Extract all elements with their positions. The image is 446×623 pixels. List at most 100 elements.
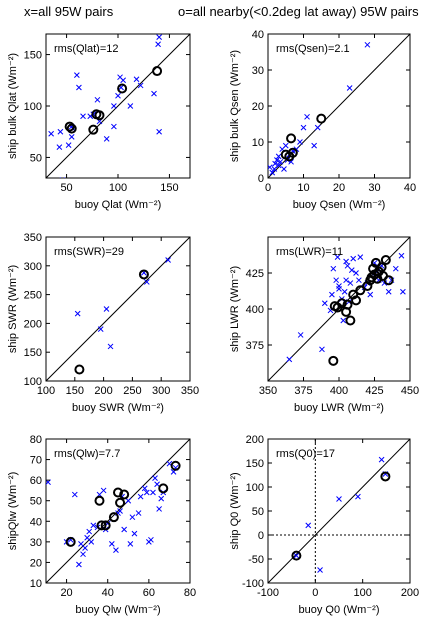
point-x-qsen-15	[293, 146, 300, 153]
point-x-qlw-7	[82, 545, 88, 551]
y-axis-label-qlat: ship bulk Qlat (Wm⁻²)	[7, 53, 19, 159]
point-o-lwr-8	[351, 295, 362, 306]
point-o-q0-1	[380, 471, 391, 482]
point-x-qlw-10	[88, 539, 95, 545]
point-x-lwr-16	[344, 262, 351, 269]
x-axis-label-qlw: buoy Qlw (Wm⁻²)	[75, 604, 160, 616]
point-o-qlw-0	[65, 536, 76, 547]
y-tick-label-q0-4: 100	[246, 482, 264, 494]
x-axis-label-qsen: buoy Qsen (Wm⁻²)	[293, 199, 386, 211]
point-x-qlat-28	[156, 128, 162, 135]
y-axis-label-qlw: shipQlw (Wm⁻²)	[7, 472, 19, 551]
x-tick-label-qsen-4: 40	[404, 182, 416, 194]
y-tick-label-qsen-2: 20	[252, 101, 264, 113]
point-o-qsen-2	[286, 133, 297, 144]
point-x-qlw-20	[117, 508, 123, 514]
point-x-lwr-22	[356, 277, 362, 284]
rms-annotation-swr: rms(SWR)=29	[54, 246, 124, 258]
point-x-lwr-26	[367, 291, 374, 298]
point-x-qlat-15	[103, 136, 110, 142]
y-tick-label-lwr-2: 425	[246, 268, 264, 280]
y-axis-label-q0: ship Q0 (Wm⁻²)	[229, 472, 241, 549]
point-x-swr-1	[97, 326, 104, 333]
point-o-qlat-5	[117, 83, 128, 94]
y-tick-label-qlw-3: 40	[30, 516, 42, 528]
point-x-qlat-26	[155, 41, 161, 48]
point-x-qlw-6	[80, 551, 86, 558]
chart-panel-swr: 100 150 200 250 300 350 100 150 200 250 300 350 rms(…	[7, 232, 199, 414]
y-tick-label-qlw-5: 60	[30, 475, 42, 487]
x-tick-label-lwr-2: 400	[330, 385, 348, 397]
point-x-qlw-11	[90, 522, 97, 529]
x-tick-label-swr-3: 250	[123, 385, 141, 397]
y-tick-label-qlat-1: 100	[24, 101, 42, 113]
point-x-qlw-28	[137, 493, 144, 500]
point-o-qlw-3	[100, 520, 111, 531]
point-x-qlw-14	[100, 487, 107, 494]
x-tick-label-swr-1: 150	[66, 385, 84, 397]
rms-annotation-qsen: rms(Qsen)=2.1	[276, 43, 350, 55]
point-x-lwr-32	[381, 280, 388, 286]
y-tick-label-lwr-1: 400	[246, 304, 264, 316]
point-x-qlw-32	[148, 536, 154, 543]
point-x-qlat-24	[137, 82, 144, 89]
point-x-qsen-10	[282, 142, 289, 149]
y-tick-label-q0-0: -100	[242, 578, 264, 590]
point-x-qlw-18	[113, 547, 119, 553]
point-x-qlat-1	[56, 144, 63, 150]
point-o-lwr-6	[345, 315, 356, 326]
point-x-qsen-19	[311, 142, 318, 149]
point-x-lwr-8	[334, 254, 341, 261]
point-x-lwr-20	[350, 255, 357, 262]
point-x-lwr-35	[392, 265, 399, 272]
point-x-qlat-9	[76, 84, 82, 91]
point-x-qlat-21	[120, 77, 126, 84]
point-o-qlat-1	[66, 123, 77, 134]
point-x-qlat-18	[115, 92, 121, 99]
y-tick-label-swr-0: 100	[24, 376, 42, 388]
x-tick-label-q0-0: -100	[257, 587, 279, 599]
point-x-qlat-27	[156, 34, 162, 40]
rms-annotation-qlw: rms(Qlw)=7.7	[54, 448, 120, 460]
point-x-qsen-21	[346, 85, 353, 91]
y-tick-label-swr-2: 200	[24, 318, 42, 330]
point-o-lwr-0	[328, 355, 339, 366]
point-x-qlat-2	[57, 128, 64, 135]
point-x-lwr-10	[336, 283, 342, 289]
x-tick-label-lwr-0: 350	[259, 385, 277, 397]
point-x-q0-3	[336, 496, 342, 502]
y-tick-label-qlw-4: 50	[30, 496, 42, 508]
y-tick-label-q0-1: -50	[248, 554, 264, 566]
point-x-lwr-18	[347, 280, 354, 286]
y-tick-label-qsen-4: 40	[252, 29, 264, 41]
point-x-q0-0	[293, 552, 300, 559]
point-x-qlw-22	[121, 526, 128, 533]
point-x-swr-6	[165, 257, 171, 263]
point-x-qsen-9	[281, 166, 287, 172]
y-tick-label-q0-6: 200	[246, 434, 264, 446]
point-x-swr-5	[143, 279, 150, 285]
x-tick-label-q0-1: 0	[312, 587, 318, 599]
point-x-qlat-10	[80, 113, 86, 120]
point-x-qlat-16	[111, 123, 117, 130]
point-x-lwr-12	[340, 317, 347, 324]
one-to-one-line-qlat	[46, 34, 190, 178]
point-x-qlw-36	[156, 506, 162, 512]
point-x-qlw-26	[131, 530, 138, 537]
point-x-lwr-19	[348, 267, 355, 273]
chart-panel-qlat: 50 100 150 50 100 150 rms(Qlat)=12 buoy Qlat (W…	[7, 33, 191, 211]
y-tick-label-swr-1: 150	[24, 347, 42, 359]
point-o-qlw-6	[115, 497, 126, 508]
point-o-qlw-4	[108, 512, 119, 523]
point-o-qlw-9	[170, 460, 181, 471]
x-tick-label-qlw-3: 80	[184, 587, 196, 599]
point-o-qlw-7	[119, 489, 130, 500]
point-x-swr-3	[107, 343, 114, 350]
point-x-lwr-0	[286, 356, 293, 363]
chart-panel-lwr: 350 375 400 425 450 375 400 425 rms(LWR)=11 buoy …	[229, 236, 419, 414]
point-x-qlat-6	[68, 134, 75, 140]
point-x-q0-5	[378, 456, 385, 463]
point-x-qsen-3	[272, 160, 278, 167]
x-axis-label-swr: buoy SWR (Wm⁻²)	[72, 402, 164, 414]
point-x-qlw-29	[141, 485, 148, 492]
